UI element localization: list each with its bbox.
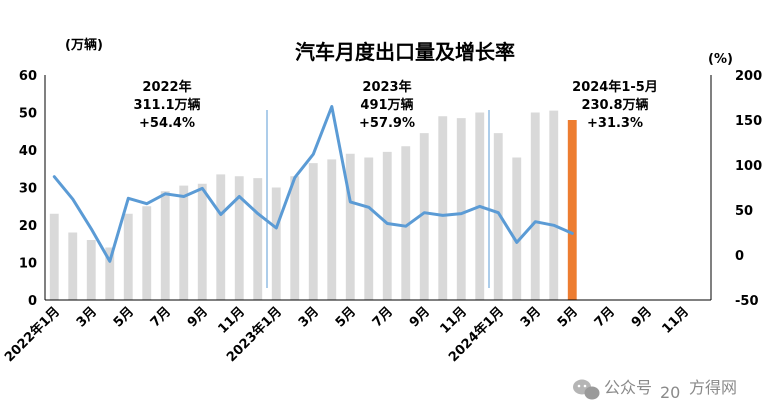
watermark-prefix: 公众号	[604, 378, 652, 397]
right-tick-label: 200	[735, 69, 762, 84]
annotation-2023-volume: 491万辆	[360, 97, 413, 113]
x-tick-label: 7月	[370, 304, 396, 330]
bar	[549, 110, 559, 300]
bar	[253, 178, 263, 300]
left-tick-label: 30	[19, 182, 37, 197]
bar	[179, 185, 189, 300]
annotation-2023-growth: +57.9%	[359, 116, 415, 131]
x-tick-label: 11月	[215, 304, 248, 337]
annotation-2022: 2022年 311.1万辆 +54.4%	[133, 79, 200, 131]
wechat-icon	[573, 379, 600, 400]
bar	[308, 163, 318, 300]
bar	[160, 191, 170, 300]
bar	[290, 176, 300, 300]
x-tick-label: 9月	[185, 304, 211, 330]
bar	[438, 116, 448, 300]
year-dividers	[266, 110, 490, 288]
annotation-2024: 2024年1-5月 230.8万辆 +31.3%	[572, 79, 658, 131]
left-tick-label: 50	[19, 107, 37, 122]
bar	[327, 159, 337, 300]
bar	[419, 133, 429, 300]
x-tick-label: 9月	[407, 304, 433, 330]
watermark: 公众号 20 方得网	[573, 378, 737, 402]
annotation-2022-volume: 311.1万辆	[133, 97, 200, 113]
left-tick-label: 60	[19, 69, 37, 84]
bar	[493, 133, 503, 300]
right-axis-ticks: -50 0 50 100 150 200	[735, 69, 762, 309]
x-tick-label: 7月	[592, 304, 618, 330]
bar	[234, 176, 244, 300]
left-tick-label: 40	[19, 144, 37, 159]
bar	[345, 153, 355, 300]
left-tick-label: 10	[19, 257, 37, 272]
annotation-2024-period: 2024年1-5月	[572, 79, 658, 95]
bar	[123, 213, 133, 300]
x-tick-label: 11月	[437, 304, 470, 337]
right-tick-label: 150	[735, 114, 762, 129]
left-tick-label: 20	[19, 219, 37, 234]
x-tick-label: 3月	[74, 304, 100, 330]
bar	[68, 232, 78, 300]
right-tick-label: 100	[735, 159, 762, 174]
bar	[456, 118, 466, 300]
annotation-2023: 2023年 491万辆 +57.9%	[359, 79, 415, 131]
bar	[364, 157, 374, 300]
bar	[197, 183, 207, 300]
right-tick-label: 0	[735, 249, 744, 264]
growth-rate-line	[52, 105, 574, 263]
bar	[86, 240, 96, 300]
annotation-2024-volume: 230.8万辆	[581, 97, 648, 113]
left-axis-ticks: 0 10 20 30 40 50 60	[19, 69, 37, 309]
bar	[382, 151, 392, 300]
x-tick-label: 3月	[518, 304, 544, 330]
x-tick-label: 2022年1月	[1, 304, 63, 366]
bar	[530, 112, 540, 300]
x-tick-label: 7月	[148, 304, 174, 330]
bar	[49, 213, 59, 300]
x-tick-label: 9月	[629, 304, 655, 330]
chart-title: 汽车月度出口量及增长率	[295, 40, 515, 64]
bar	[216, 174, 226, 300]
x-tick-label: 5月	[333, 304, 359, 330]
x-tick-label: 11月	[659, 304, 692, 337]
annotation-2024-growth: +31.3%	[587, 116, 643, 131]
x-tick-label: 5月	[111, 304, 137, 330]
annotation-2023-year: 2023年	[362, 79, 411, 95]
annotation-2022-growth: +54.4%	[139, 116, 195, 131]
bar	[142, 206, 152, 300]
bar	[105, 247, 115, 300]
watermark-suffix: 方得网	[689, 378, 737, 397]
export-volume-bars	[49, 110, 577, 300]
x-tick-label: 3月	[296, 304, 322, 330]
bar	[401, 146, 411, 300]
left-tick-label: 0	[28, 294, 37, 309]
watermark-overlap-text: 20	[660, 383, 680, 402]
bar	[512, 157, 522, 300]
bar-highlight	[567, 120, 577, 300]
right-axis-unit: (%)	[708, 52, 733, 67]
right-tick-label: -50	[735, 294, 759, 309]
right-tick-label: 50	[735, 204, 753, 219]
bar	[271, 187, 281, 300]
left-axis-unit: (万辆)	[65, 37, 103, 53]
annotation-2022-year: 2022年	[142, 79, 191, 95]
x-tick-label: 5月	[555, 304, 581, 330]
